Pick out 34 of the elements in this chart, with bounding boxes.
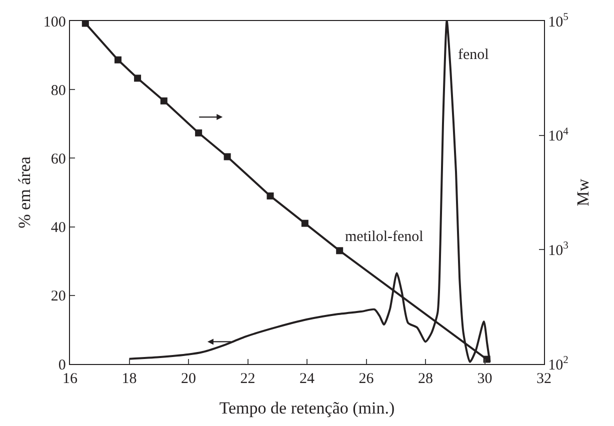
annotation: fenol bbox=[458, 47, 489, 63]
y-tick-label: 20 bbox=[50, 288, 66, 305]
x-tick-label: 18 bbox=[122, 371, 137, 388]
y-tick-label: 0 bbox=[58, 357, 66, 374]
y-tick-label: 40 bbox=[50, 220, 66, 236]
y2-tick-label: 10$^{4}$ bbox=[548, 126, 570, 145]
y2-tick-label: 10$^{3}$ bbox=[548, 240, 568, 259]
point bbox=[483, 356, 490, 363]
y-tick-label: 60 bbox=[50, 151, 66, 168]
y-tick-label: 80 bbox=[50, 82, 66, 99]
y2-tick-label: 10$^{2}$ bbox=[548, 354, 568, 374]
x-tick-label: 32 bbox=[536, 371, 552, 388]
point bbox=[82, 21, 89, 27]
x-tick-label: 26 bbox=[358, 371, 374, 388]
point bbox=[266, 192, 274, 200]
x-tick-label: 28 bbox=[418, 371, 433, 388]
y-axis-title: % em área bbox=[14, 156, 34, 228]
point bbox=[195, 129, 202, 136]
x-tick-label: 16 bbox=[62, 371, 78, 388]
x-tick-label: 24 bbox=[300, 371, 315, 388]
x-axis-title: Tempo de retenção (min.) bbox=[219, 398, 395, 418]
annotation: metilol-fenol bbox=[345, 229, 424, 245]
x-tick-label: 22 bbox=[240, 371, 256, 388]
point bbox=[224, 153, 231, 160]
point bbox=[160, 97, 168, 104]
y2-axis-title: Mw bbox=[574, 178, 592, 206]
x-tick-label: 20 bbox=[181, 371, 196, 388]
point bbox=[134, 74, 142, 82]
y-tick-label: 100 bbox=[43, 14, 66, 30]
y2-tick-label: 10$^{5}$ bbox=[548, 12, 568, 30]
point bbox=[301, 220, 308, 227]
point bbox=[114, 56, 122, 64]
point bbox=[336, 247, 344, 254]
x-tick-label: 30 bbox=[477, 371, 492, 388]
